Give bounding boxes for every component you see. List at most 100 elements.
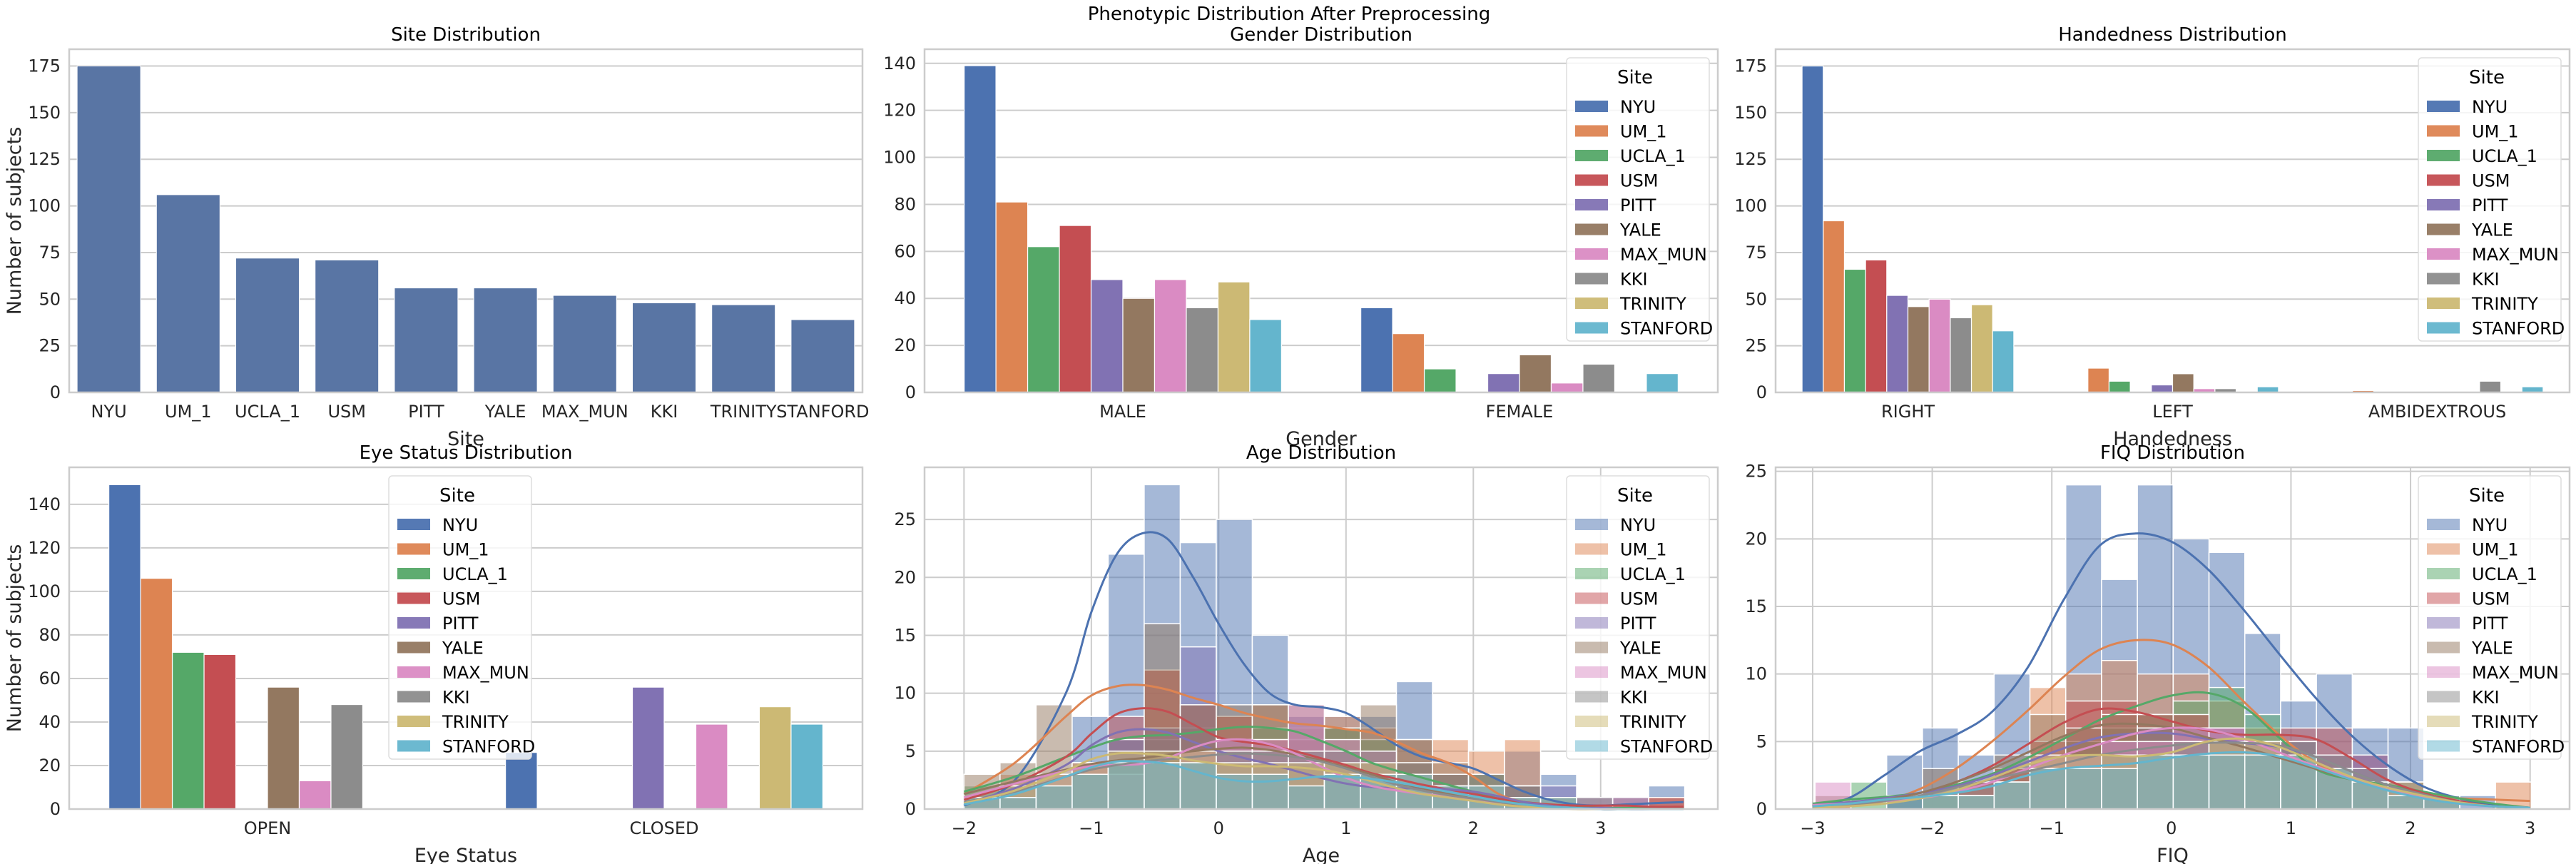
legend-item[interactable]: UM_1	[2427, 122, 2519, 142]
legend-item[interactable]: TRINITY	[397, 712, 509, 732]
legend-swatch	[1575, 273, 1608, 285]
bar	[2172, 373, 2194, 393]
bar	[203, 654, 237, 810]
legend-swatch	[1575, 543, 1608, 555]
legend-item[interactable]: MAX_MUN	[1575, 663, 1707, 683]
legend-label: MAX_MUN	[1620, 245, 1707, 265]
legend-item[interactable]: MAX_MUN	[2427, 245, 2559, 265]
legend-item[interactable]: KKI	[2427, 688, 2500, 708]
legend-item[interactable]: PITT	[2427, 195, 2508, 215]
legend-item[interactable]: UCLA_1	[397, 564, 508, 584]
legend-item[interactable]: NYU	[1575, 97, 1656, 117]
histogram-bar	[1107, 762, 1145, 810]
legend-item[interactable]: PITT	[397, 614, 479, 634]
legend-label: PITT	[2472, 614, 2508, 634]
legend-swatch	[1575, 298, 1608, 309]
legend-label: USM	[1620, 171, 1659, 191]
axes-frame	[923, 466, 1719, 810]
legend-label: NYU	[1620, 515, 1656, 535]
legend-item[interactable]: NYU	[2427, 97, 2508, 117]
legend-item[interactable]: STANFORD	[1575, 737, 1713, 757]
legend: Site NYU UM_1 UCLA_1 USM PITT YALE MAX_MUN KKI TR…	[1566, 475, 1713, 760]
y-tick-label: 40	[39, 712, 61, 732]
y-tick-label: 15	[1745, 596, 1767, 616]
x-tick-label: FEMALE	[1486, 402, 1554, 422]
y-tick-label: 120	[883, 101, 916, 121]
y-tick-label: 100	[883, 148, 916, 168]
y-tick-label: 120	[28, 538, 61, 558]
legend-item[interactable]: UM_1	[397, 540, 489, 560]
legend-item[interactable]: TRINITY	[1575, 712, 1686, 732]
y-tick-label: 100	[28, 196, 61, 216]
legend-item[interactable]: MAX_MUN	[397, 663, 529, 683]
legend-label: USM	[1620, 589, 1659, 609]
kde-line	[1812, 751, 2530, 809]
legend-swatch	[397, 691, 430, 703]
legend-item[interactable]: STANFORD	[397, 737, 535, 757]
histogram-bar	[2065, 768, 2102, 810]
legend-item[interactable]: YALE	[1575, 639, 1661, 659]
legend-item[interactable]: TRINITY	[2427, 294, 2538, 314]
legend-item[interactable]: UCLA_1	[2427, 564, 2537, 584]
y-tick-label: 125	[1734, 149, 1767, 169]
legend-item[interactable]: NYU	[2427, 515, 2508, 535]
legend-label: YALE	[2471, 220, 2513, 240]
legend-item[interactable]: NYU	[1575, 515, 1656, 535]
legend-label: UCLA_1	[2472, 564, 2537, 584]
legend-item[interactable]: TRINITY	[1575, 294, 1686, 314]
legend-item[interactable]: USM	[1575, 171, 1659, 191]
axes-frame	[68, 48, 864, 394]
legend-item[interactable]: KKI	[1575, 270, 1648, 290]
legend-item[interactable]: USM	[2427, 589, 2510, 609]
legend-item[interactable]: NYU	[397, 515, 478, 535]
histogram-bar	[1179, 762, 1217, 810]
y-tick-label: 20	[39, 756, 61, 776]
legend-item[interactable]: UCLA_1	[2427, 146, 2537, 166]
legend-item[interactable]: MAX_MUN	[2427, 663, 2559, 683]
legend-item[interactable]: YALE	[1575, 220, 1661, 240]
legend-item[interactable]: USM	[2427, 171, 2510, 191]
legend-item[interactable]: KKI	[397, 688, 470, 708]
legend-item[interactable]: STANFORD	[2427, 319, 2565, 339]
legend-item[interactable]: MAX_MUN	[1575, 245, 1707, 265]
legend-label: TRINITY	[2471, 712, 2538, 732]
kde-line	[1812, 741, 2530, 809]
legend-item[interactable]: UCLA_1	[1575, 564, 1686, 584]
legend-label: USM	[2472, 589, 2510, 609]
bar	[790, 723, 824, 810]
legend-label: UM_1	[1620, 540, 1667, 560]
legend-item[interactable]: YALE	[397, 639, 484, 659]
legend-item[interactable]: KKI	[2427, 270, 2500, 290]
legend-item[interactable]: STANFORD	[2427, 737, 2565, 757]
bar	[298, 780, 332, 810]
histogram-bar	[1035, 785, 1073, 810]
legend-swatch	[1575, 519, 1608, 530]
legend-item[interactable]: UM_1	[1575, 122, 1667, 142]
legend-item[interactable]: USM	[1575, 589, 1659, 609]
legend-item[interactable]: KKI	[1575, 688, 1648, 708]
legend-item[interactable]: UCLA_1	[1575, 146, 1686, 166]
legend-item[interactable]: YALE	[2427, 639, 2513, 659]
legend-swatch	[1575, 174, 1608, 186]
legend-item[interactable]: YALE	[2427, 220, 2513, 240]
axes-frame	[1774, 466, 2571, 810]
histogram-bar	[2244, 754, 2281, 810]
legend-item[interactable]: UM_1	[2427, 540, 2519, 560]
legend-label: KKI	[2472, 688, 2500, 708]
bar	[711, 304, 776, 393]
legend-item[interactable]: TRINITY	[2427, 712, 2538, 732]
legend-item[interactable]: PITT	[1575, 195, 1656, 215]
kde-line	[963, 707, 1684, 808]
legend-item[interactable]: PITT	[1575, 614, 1656, 634]
legend-item[interactable]: PITT	[2427, 614, 2508, 634]
legend-item[interactable]: STANFORD	[1575, 319, 1713, 339]
legend: Site NYU UM_1 UCLA_1 USM PITT YALE MAX_MUN KKI TR…	[2418, 475, 2565, 760]
bar	[108, 484, 141, 810]
legend: Site NYU UM_1 UCLA_1 USM PITT YALE MAX_MUN KKI TR…	[2418, 57, 2565, 342]
legend-swatch	[1575, 223, 1608, 235]
y-tick-label: 0	[50, 382, 61, 402]
x-tick-label: 2	[2405, 818, 2415, 838]
legend-item[interactable]: UM_1	[1575, 540, 1667, 560]
legend-swatch	[2427, 691, 2460, 703]
legend-item[interactable]: USM	[397, 589, 481, 609]
